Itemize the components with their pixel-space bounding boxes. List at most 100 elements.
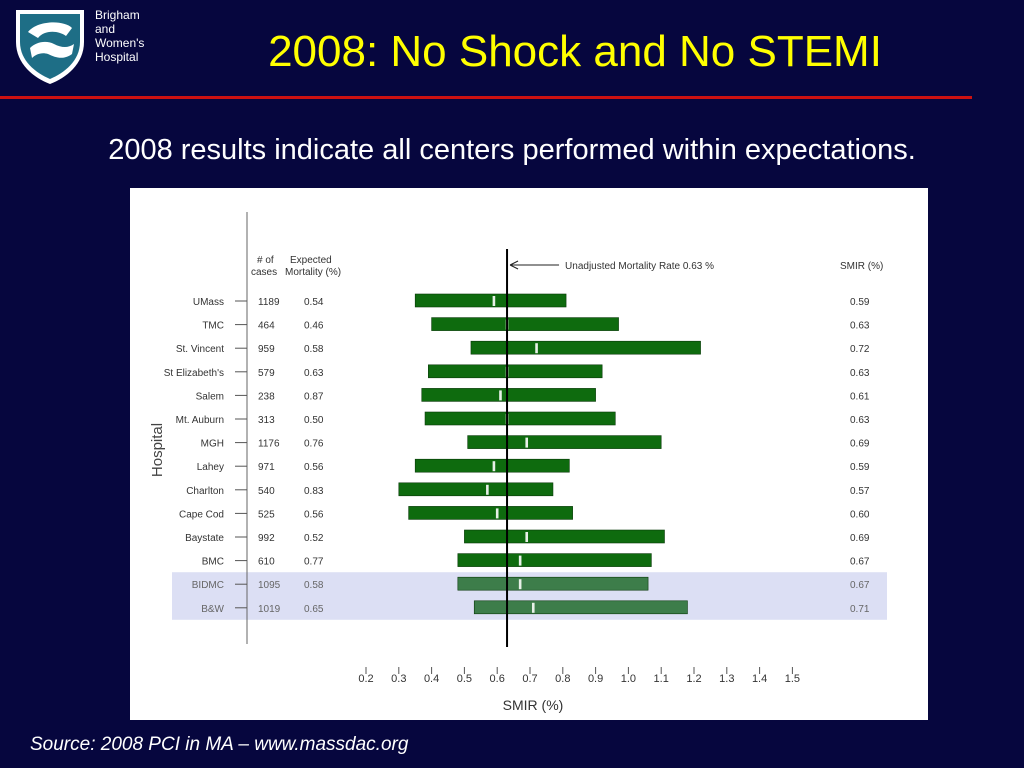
institution-line: Women's bbox=[95, 36, 145, 50]
smir-value: 0.57 bbox=[850, 486, 870, 497]
expected-mortality-value: 0.58 bbox=[304, 344, 324, 355]
expected-mortality-value: 0.46 bbox=[304, 321, 324, 332]
x-tick-label: 0.7 bbox=[522, 673, 537, 685]
cases-header: cases bbox=[251, 267, 277, 278]
smir-value: 0.72 bbox=[850, 344, 870, 355]
reference-label: Unadjusted Mortality Rate 0.63 % bbox=[565, 261, 714, 272]
x-tick-label: 0.9 bbox=[588, 673, 603, 685]
confidence-interval-bar bbox=[457, 553, 652, 567]
slide-title: 2008: No Shock and No STEMI bbox=[268, 27, 882, 76]
institution-line: Hospital bbox=[95, 50, 139, 64]
cases-value: 992 bbox=[258, 533, 275, 544]
smir-point-marker bbox=[525, 437, 529, 448]
expected-mortality-value: 0.52 bbox=[304, 533, 324, 544]
confidence-interval-bar bbox=[408, 506, 573, 520]
smir-value: 0.71 bbox=[850, 604, 870, 615]
cases-value: 1189 bbox=[258, 297, 280, 308]
smir-point-marker bbox=[486, 484, 489, 495]
hospital-name-label: Charlton bbox=[186, 486, 224, 497]
cases-value: 313 bbox=[258, 415, 275, 426]
expected-mortality-header: Expected bbox=[290, 255, 332, 266]
institution-name: Brigham and Women's Hospital bbox=[95, 8, 144, 64]
x-tick-label: 0.4 bbox=[424, 673, 439, 685]
smir-header: SMIR (%) bbox=[840, 261, 883, 272]
expected-mortality-header: Mortality (%) bbox=[285, 267, 341, 278]
smir-point-marker bbox=[492, 296, 496, 306]
x-tick-label: 0.6 bbox=[490, 673, 505, 685]
expected-mortality-value: 0.87 bbox=[304, 391, 324, 402]
expected-mortality-value: 0.83 bbox=[304, 486, 324, 497]
hospital-logo-shield-icon bbox=[16, 10, 84, 84]
hospital-name-label: B&W bbox=[201, 604, 224, 615]
cases-value: 238 bbox=[258, 391, 275, 402]
expected-mortality-value: 0.77 bbox=[304, 557, 324, 568]
x-tick-label: 0.2 bbox=[358, 673, 373, 685]
institution-line: and bbox=[95, 22, 116, 36]
confidence-interval-bar bbox=[414, 458, 570, 473]
cases-value: 1176 bbox=[258, 439, 280, 450]
confidence-interval-bar bbox=[421, 388, 596, 402]
expected-mortality-value: 0.56 bbox=[304, 509, 324, 520]
cases-value: 579 bbox=[258, 368, 275, 379]
smir-point-marker bbox=[495, 508, 499, 519]
cases-value: 971 bbox=[258, 462, 275, 473]
smir-value: 0.69 bbox=[850, 533, 870, 544]
smir-value: 0.59 bbox=[850, 297, 870, 308]
expected-mortality-value: 0.54 bbox=[304, 297, 324, 308]
slide-subtitle: 2008 results indicate all centers perfor… bbox=[108, 134, 916, 166]
hospital-name-label: UMass bbox=[193, 297, 224, 308]
hospital-name-label: Mt. Auburn bbox=[176, 415, 224, 426]
x-tick-label: 0.8 bbox=[555, 673, 570, 685]
confidence-interval-bar bbox=[470, 340, 701, 355]
y-axis-title: Hospital bbox=[149, 423, 166, 477]
chart-panel: # of cases Expected Mortality (%) SMIR (%) Ho… bbox=[130, 188, 928, 720]
confidence-interval-bar bbox=[464, 529, 665, 544]
cases-value: 540 bbox=[258, 486, 275, 497]
smir-value: 0.63 bbox=[850, 368, 870, 379]
source-note: Source: 2008 PCI in MA – www.massdac.org bbox=[30, 734, 409, 755]
smir-value: 0.61 bbox=[850, 391, 870, 402]
cases-value: 610 bbox=[258, 557, 275, 568]
hospital-name-label: Cape Cod bbox=[179, 509, 224, 520]
confidence-interval-bar bbox=[431, 317, 619, 331]
smir-point-marker bbox=[531, 602, 535, 613]
expected-mortality-value: 0.50 bbox=[304, 415, 324, 426]
cases-value: 959 bbox=[258, 344, 275, 355]
institution-line: Brigham bbox=[95, 8, 140, 22]
hospital-name-label: Lahey bbox=[197, 462, 224, 473]
cases-value: 525 bbox=[258, 509, 275, 520]
reference-arrow-head bbox=[509, 260, 519, 270]
x-axis-title: SMIR (%) bbox=[503, 697, 564, 713]
cases-header: # of bbox=[257, 255, 274, 266]
smir-point-marker bbox=[499, 390, 502, 401]
smir-point-marker bbox=[525, 532, 529, 542]
expected-mortality-value: 0.65 bbox=[304, 604, 324, 615]
cases-value: 464 bbox=[258, 321, 275, 332]
x-tick-label: 1.3 bbox=[719, 673, 734, 685]
hospital-name-label: TMC bbox=[202, 321, 224, 332]
smir-value: 0.63 bbox=[850, 321, 870, 332]
smir-point-marker bbox=[492, 461, 496, 472]
confidence-interval-bar bbox=[424, 411, 616, 426]
confidence-interval-bar bbox=[473, 600, 688, 615]
smir-value: 0.67 bbox=[850, 580, 870, 591]
confidence-interval-bar bbox=[457, 576, 649, 591]
expected-mortality-value: 0.56 bbox=[304, 462, 324, 473]
confidence-interval-bar bbox=[467, 435, 662, 449]
expected-mortality-value: 0.76 bbox=[304, 439, 324, 450]
confidence-interval-bar bbox=[428, 364, 603, 379]
hospital-name-label: BIDMC bbox=[192, 580, 224, 591]
x-tick-label: 0.5 bbox=[457, 673, 472, 685]
hospital-name-label: BMC bbox=[202, 557, 224, 568]
expected-mortality-value: 0.63 bbox=[304, 368, 324, 379]
expected-mortality-value: 0.58 bbox=[304, 580, 324, 591]
x-tick-label: 0.3 bbox=[391, 673, 406, 685]
smir-value: 0.67 bbox=[850, 557, 870, 568]
smir-point-marker bbox=[518, 555, 522, 566]
hospital-name-label: MGH bbox=[201, 439, 224, 450]
hospital-name-label: St Elizabeth's bbox=[164, 368, 224, 379]
hospital-name-label: Baystate bbox=[185, 533, 224, 544]
smir-value: 0.63 bbox=[850, 415, 870, 426]
x-tick-label: 1.0 bbox=[621, 673, 636, 685]
title-divider bbox=[0, 96, 972, 99]
